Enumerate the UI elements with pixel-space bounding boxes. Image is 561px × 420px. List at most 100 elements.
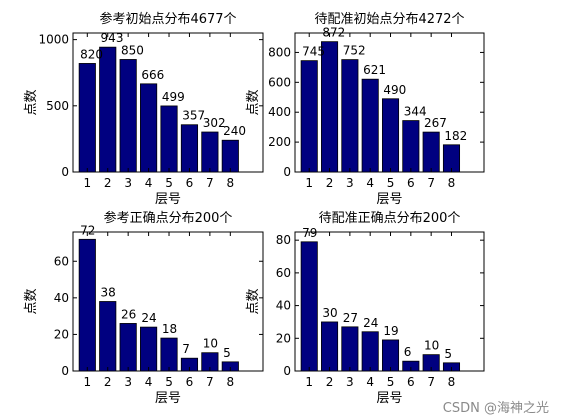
y-tick-label: 600 — [268, 75, 291, 89]
bar-5 — [381, 339, 400, 372]
y-tick-label: 80 — [276, 233, 291, 247]
y-axis-label: 点数 — [24, 288, 39, 314]
x-tick-label: 8 — [448, 176, 456, 190]
x-tick-label: 6 — [407, 176, 415, 190]
data-label: 490 — [383, 83, 406, 97]
x-tick-label: 1 — [83, 176, 91, 190]
bar-2 — [99, 301, 117, 372]
bar-3 — [341, 326, 359, 372]
data-label: 943 — [101, 31, 124, 45]
data-label: 27 — [343, 311, 358, 325]
x-tick-label: 4 — [145, 176, 153, 190]
bar-8 — [221, 139, 239, 173]
y-tick-label: 400 — [268, 105, 291, 119]
data-label: 5 — [223, 346, 231, 360]
bar-2 — [321, 321, 339, 372]
data-label: 240 — [223, 124, 246, 138]
y-axis-label: 点数 — [246, 89, 261, 115]
y-tick-label: 60 — [276, 266, 291, 280]
data-label: 7 — [182, 342, 190, 356]
x-tick-label: 4 — [145, 375, 153, 389]
y-tick-label: 40 — [276, 299, 291, 313]
y-tick-label: 1000 — [38, 33, 69, 47]
bar-2 — [99, 46, 117, 173]
data-label: 344 — [404, 105, 427, 119]
y-tick-label: 200 — [268, 135, 291, 149]
bar-1 — [78, 238, 96, 372]
x-tick-label: 7 — [206, 176, 214, 190]
x-tick-label: 1 — [83, 375, 91, 389]
bar-1 — [300, 60, 318, 173]
data-label: 10 — [203, 337, 218, 351]
data-label: 621 — [363, 63, 386, 77]
bar-1 — [78, 63, 96, 173]
data-label: 820 — [80, 47, 103, 61]
x-tick-label: 7 — [206, 375, 214, 389]
data-label: 872 — [322, 26, 345, 40]
y-tick-label: 500 — [46, 99, 69, 113]
data-label: 18 — [162, 322, 177, 336]
y-tick-label: 0 — [61, 364, 69, 378]
bar-4 — [140, 83, 158, 173]
y-tick-label: 0 — [61, 165, 69, 179]
bar-6 — [402, 120, 420, 173]
data-label: 79 — [302, 226, 317, 240]
x-tick-label: 3 — [346, 176, 354, 190]
x-tick-label: 3 — [346, 375, 354, 389]
bar-3 — [119, 59, 137, 173]
x-tick-label: 1 — [305, 375, 313, 389]
y-tick-label: 20 — [54, 327, 69, 341]
data-label: 752 — [343, 44, 366, 58]
data-label: 302 — [203, 116, 226, 130]
data-label: 850 — [121, 43, 144, 57]
x-tick-label: 5 — [165, 375, 173, 389]
bar-7 — [422, 131, 440, 173]
data-label: 30 — [322, 306, 337, 320]
x-tick-label: 2 — [326, 375, 334, 389]
data-label: 182 — [444, 129, 467, 143]
x-tick-label: 6 — [186, 375, 194, 389]
x-axis-label: 层号 — [155, 391, 181, 406]
x-tick-label: 6 — [407, 375, 415, 389]
bar-1 — [300, 241, 318, 372]
bar-4 — [361, 331, 379, 372]
x-tick-label: 5 — [165, 176, 173, 190]
data-label: 499 — [162, 90, 185, 104]
bar-4 — [361, 78, 379, 173]
data-label: 72 — [80, 223, 95, 237]
chart-title: 参考正确点分布200个 — [104, 210, 233, 226]
data-label: 24 — [141, 311, 156, 325]
watermark-text: CSDN @海神之光 — [442, 401, 549, 416]
y-tick-label: 0 — [283, 364, 291, 378]
y-tick-label: 40 — [54, 291, 69, 305]
x-tick-label: 5 — [387, 176, 395, 190]
bar-3 — [119, 323, 137, 372]
y-tick-label: 800 — [268, 45, 291, 59]
bar-8 — [442, 144, 461, 173]
x-tick-label: 6 — [186, 176, 194, 190]
bar-2 — [321, 41, 339, 173]
bar-5 — [160, 105, 178, 173]
x-tick-label: 3 — [124, 176, 132, 190]
x-tick-label: 2 — [326, 176, 334, 190]
x-tick-label: 2 — [104, 375, 112, 389]
data-label: 745 — [302, 45, 325, 59]
x-tick-label: 7 — [427, 375, 435, 389]
bar-7 — [201, 131, 219, 173]
bar-3 — [341, 59, 359, 173]
x-tick-label: 3 — [124, 375, 132, 389]
data-label: 19 — [383, 324, 398, 338]
data-label: 26 — [121, 307, 136, 321]
x-tick-label: 5 — [387, 375, 395, 389]
y-axis-label: 点数 — [246, 288, 261, 314]
y-tick-label: 20 — [276, 331, 291, 345]
bar-4 — [140, 326, 158, 372]
chart-title: 待配准正确点分布200个 — [319, 211, 461, 226]
data-label: 10 — [424, 339, 439, 353]
x-axis-label: 层号 — [376, 192, 402, 207]
x-tick-label: 7 — [427, 176, 435, 190]
